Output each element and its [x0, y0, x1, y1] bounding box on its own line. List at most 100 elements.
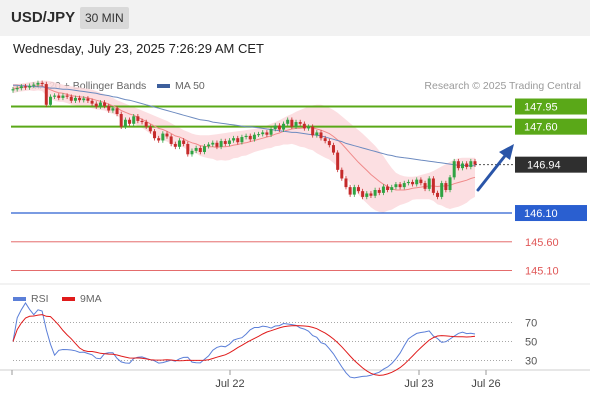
- candle: [236, 138, 240, 143]
- candle: [140, 120, 144, 123]
- candle: [44, 84, 48, 105]
- candle: [182, 140, 186, 144]
- last-price-label: 146.94: [527, 160, 561, 172]
- legend-ma50: MA 50: [157, 80, 205, 92]
- candle: [373, 190, 377, 196]
- last-price-box: [515, 156, 587, 173]
- candle: [227, 140, 231, 144]
- symbol-label: USD/JPY: [11, 9, 76, 26]
- level-label: 146.10: [524, 208, 558, 220]
- candle: [344, 178, 348, 188]
- legend-9ma: 9MA: [62, 293, 102, 305]
- candle: [431, 178, 435, 193]
- candle: [356, 187, 360, 192]
- candle: [65, 95, 69, 97]
- candle: [386, 186, 390, 190]
- candle: [153, 131, 157, 139]
- candle: [377, 190, 381, 193]
- candle: [36, 82, 40, 85]
- candle: [323, 138, 327, 142]
- forecast-arrowhead: [499, 144, 514, 160]
- candle: [452, 161, 456, 178]
- candle: [186, 143, 190, 155]
- candle: [28, 85, 32, 88]
- candle: [40, 82, 44, 85]
- candle: [282, 123, 286, 130]
- candle: [456, 161, 460, 169]
- candle: [423, 183, 427, 189]
- legend-rsi-swatch: [13, 297, 26, 302]
- candle: [352, 187, 356, 195]
- candle: [90, 100, 94, 104]
- time-tick-label: Jul 23: [404, 378, 433, 390]
- candle: [294, 122, 298, 127]
- candle: [61, 95, 65, 98]
- legend-9ma-label: 9MA: [80, 293, 102, 305]
- candle: [215, 142, 219, 147]
- candle: [144, 122, 148, 127]
- candle: [298, 122, 302, 124]
- candle: [365, 193, 369, 197]
- timeframe-button[interactable]: 30 MIN: [80, 7, 129, 29]
- candle: [173, 143, 177, 147]
- candle: [427, 178, 431, 189]
- rsi-tick-label: 30: [525, 356, 537, 368]
- candle: [411, 181, 415, 185]
- candle: [406, 181, 410, 184]
- rsi-tick-label: 50: [525, 337, 537, 349]
- candle: [473, 161, 477, 165]
- candle: [398, 184, 402, 188]
- candle: [361, 191, 365, 197]
- candle: [198, 147, 202, 152]
- candle: [336, 152, 340, 170]
- level-label-box: [515, 98, 587, 115]
- level-label: 145.10: [525, 266, 559, 278]
- candle: [252, 134, 256, 140]
- level-label-box: [515, 118, 587, 135]
- candle: [53, 95, 57, 97]
- candle: [69, 96, 73, 101]
- candle: [19, 86, 23, 89]
- candle: [261, 132, 265, 135]
- candle: [177, 140, 181, 147]
- candle: [444, 183, 448, 190]
- candle: [82, 98, 86, 101]
- candle: [390, 187, 394, 190]
- candle: [119, 114, 123, 127]
- candle: [257, 134, 261, 136]
- candle: [327, 141, 331, 146]
- candle: [165, 133, 169, 137]
- research-credit: Research © 2025 Trading Central: [424, 80, 581, 92]
- candle: [302, 123, 306, 129]
- candle: [94, 103, 98, 107]
- candle: [103, 102, 107, 106]
- level-label-box: [515, 205, 587, 222]
- candle: [211, 142, 215, 145]
- bollinger-band: [13, 80, 475, 213]
- time-tick-label: Jul 22: [215, 378, 244, 390]
- candle: [148, 126, 152, 132]
- candle: [190, 150, 194, 155]
- candle: [57, 95, 61, 98]
- legend-rsi: RSI: [13, 293, 49, 305]
- candle: [244, 135, 248, 138]
- candle: [311, 126, 315, 136]
- candle: [436, 192, 440, 197]
- candle: [381, 186, 385, 193]
- level-label: 145.60: [525, 237, 559, 249]
- candle: [161, 133, 165, 141]
- legend-ma50-swatch: [157, 84, 170, 89]
- candle: [123, 119, 127, 127]
- forecast-arrow: [476, 150, 510, 192]
- chart-header: USD/JPY 30 MIN: [0, 0, 590, 36]
- candle: [78, 97, 82, 101]
- candle: [461, 163, 465, 169]
- candle: [107, 105, 111, 111]
- rsi-line: [12, 302, 476, 379]
- candle: [369, 193, 373, 196]
- candle: [98, 102, 102, 107]
- candle: [394, 184, 398, 188]
- level-label: 147.95: [524, 102, 558, 114]
- candle: [290, 119, 294, 127]
